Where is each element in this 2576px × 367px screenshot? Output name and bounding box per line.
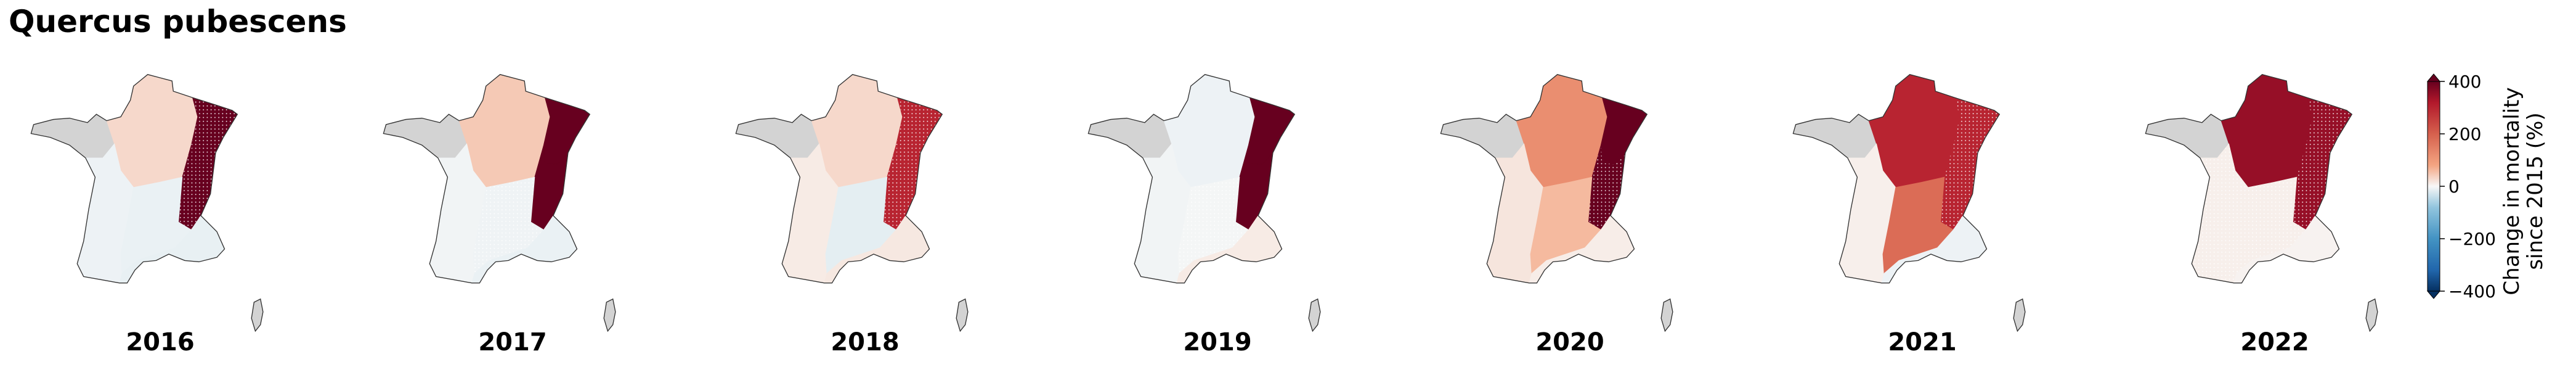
hatch-c [2235,177,2306,274]
colorbar-tick-label: −400 [2448,281,2496,302]
hatch-c [473,177,544,274]
hatch-ne [896,97,943,165]
map-group [30,74,264,332]
corsica [603,298,616,332]
colorbar-tick-label: 0 [2448,176,2460,197]
hatch-c [1178,177,1249,274]
coastline [383,74,591,284]
france-map [1440,74,1673,332]
france-map [383,74,616,332]
corsica [1308,298,1321,332]
year-label: 2016 [126,328,195,357]
year-label: 2017 [478,328,547,357]
map-panel-2016: 2016 [0,62,320,367]
colorbar: 400 200 0 −200 −400 Change in mortality sinc… [2426,72,2576,308]
year-label: 2022 [2240,328,2309,357]
map-group [1792,74,2026,332]
corsica [1660,298,1673,332]
hatch-ne [191,97,238,165]
year-label: 2018 [831,328,900,357]
corsica [956,298,969,332]
coastline [1440,74,1648,284]
hatch-e [178,145,216,230]
colorbar-ticks: 400 200 0 −200 −400 [2440,72,2496,302]
france-map [30,74,264,332]
map-group [1087,74,1321,332]
colorbar-label-line2: since 2015 (%) [2523,112,2548,270]
coastline [30,74,238,284]
hatch-sw [2192,144,2248,283]
hatch-ne [1953,97,2000,165]
map-group [735,74,969,332]
hatch-e [2293,145,2330,230]
corsica [2365,298,2378,332]
map-panel-2022: 2022 [2115,62,2435,367]
colorbar-tick-label: −200 [2448,229,2496,249]
france-map [1087,74,1321,332]
france-map [2145,74,2378,332]
colorbar-tick-label: 200 [2448,124,2481,144]
corsica [2013,298,2026,332]
year-label: 2020 [1535,328,1604,357]
colorbar-gradient [2427,81,2440,292]
map-panel-2018: 2018 [705,62,1025,367]
map-panel-2019: 2019 [1057,62,1378,367]
map-group [2145,74,2378,332]
coastline [1087,74,1296,284]
map-group [383,74,616,332]
colorbar-label-line1: Change in mortality [2500,87,2524,295]
map-panel-2021: 2021 [1762,62,2082,367]
colorbar-svg: 400 200 0 −200 −400 Change in mortality sinc… [2426,72,2548,302]
colorbar-extend-top [2426,73,2441,82]
hatch-e [883,145,920,230]
map-panel-2017: 2017 [352,62,673,367]
year-label: 2021 [1888,328,1957,357]
hatch-e [1940,145,1978,230]
colorbar-extend-bottom [2426,291,2441,299]
chart-title: Quercus pubescens [9,4,347,39]
coastline [735,74,943,284]
colorbar-tick-label: 400 [2448,72,2481,92]
map-panel-2020: 2020 [1410,62,1730,367]
hatch-e [1588,145,1625,230]
corsica [251,298,264,332]
map-group [1440,74,1673,332]
hatch-ne [2306,97,2352,165]
coastline [1792,74,2001,284]
coastline [2145,74,2353,284]
france-map [1792,74,2026,332]
france-map [735,74,969,332]
year-label: 2019 [1183,328,1252,357]
